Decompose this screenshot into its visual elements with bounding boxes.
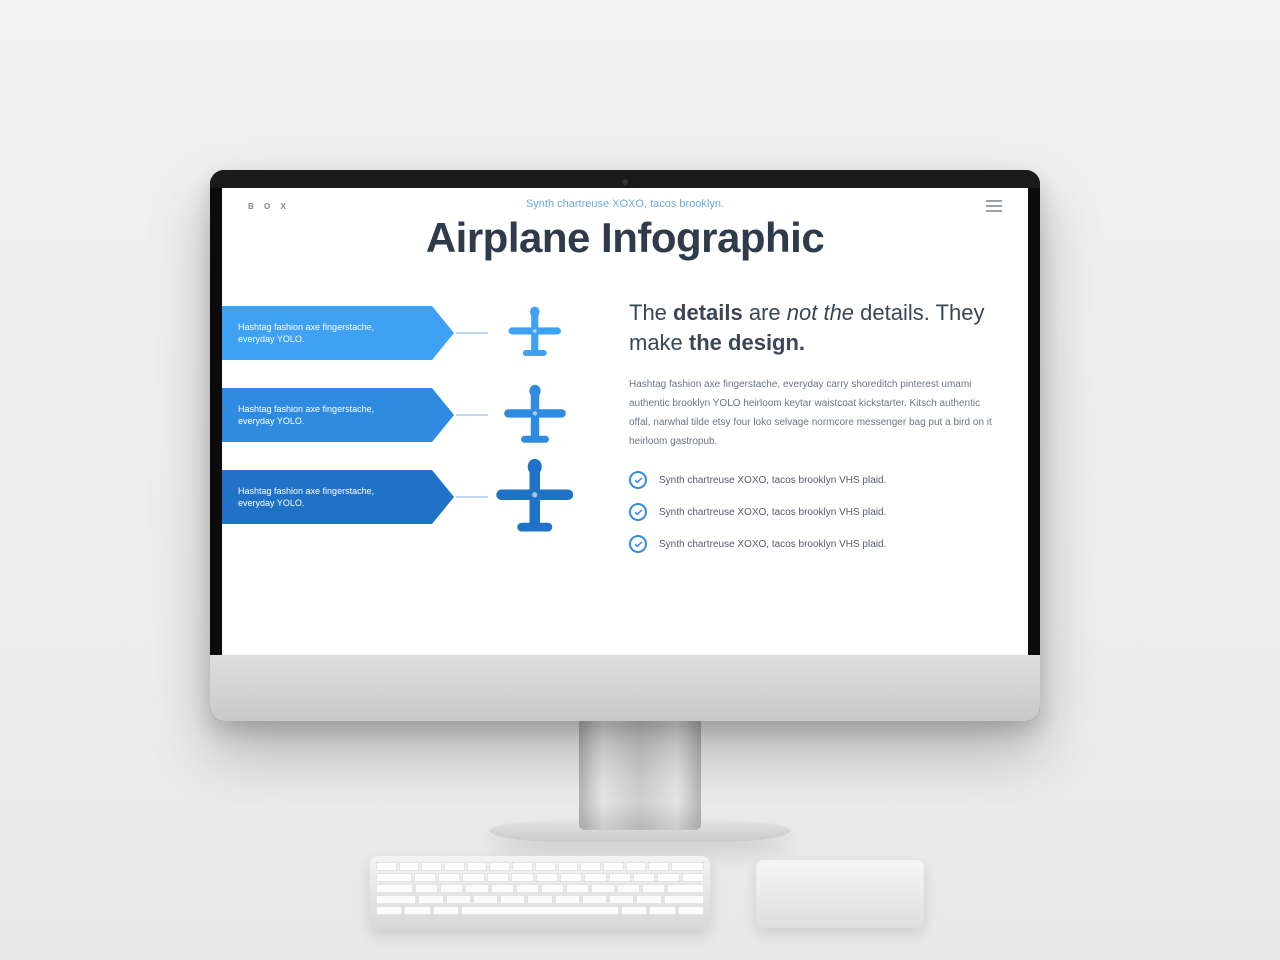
trackpad: [756, 860, 924, 928]
timeline-banner: Hashtag fashion axe fingerstache, everyd…: [222, 306, 432, 360]
bullet-text: Synth chartreuse XOXO, tacos brooklyn VH…: [659, 539, 886, 550]
timeline-item: Hashtag fashion axe fingerstache, everyd…: [222, 470, 605, 524]
timeline-connector: [456, 496, 488, 498]
details-heading: The details are not the details. They ma…: [629, 298, 992, 357]
timeline-item: Hashtag fashion axe fingerstache, everyd…: [222, 306, 605, 360]
camera-icon: [622, 179, 628, 185]
menu-icon[interactable]: [986, 200, 1002, 212]
monitor-chin: [210, 655, 1040, 721]
details-paragraph: Hashtag fashion axe fingerstache, everyd…: [629, 375, 992, 451]
details-panel: The details are not the details. They ma…: [625, 292, 1028, 655]
timeline-text: Hashtag fashion axe fingerstache, everyd…: [238, 403, 402, 427]
bullet-item: Synth chartreuse XOXO, tacos brooklyn VH…: [629, 503, 992, 521]
keyboard: [370, 856, 710, 930]
timeline-banner: Hashtag fashion axe fingerstache, everyd…: [222, 388, 432, 442]
monitor-frame: B O X Synth chartreuse XOXO, tacos brook…: [210, 170, 1040, 721]
bullet-item: Synth chartreuse XOXO, tacos brooklyn VH…: [629, 471, 992, 489]
timeline-connector: [456, 414, 488, 416]
bullet-item: Synth chartreuse XOXO, tacos brooklyn VH…: [629, 535, 992, 553]
timeline-item: Hashtag fashion axe fingerstache, everyd…: [222, 388, 605, 442]
timeline-text: Hashtag fashion axe fingerstache, everyd…: [238, 321, 402, 345]
check-icon: [629, 471, 647, 489]
bullet-text: Synth chartreuse XOXO, tacos brooklyn VH…: [659, 475, 886, 486]
check-icon: [629, 503, 647, 521]
bullet-list: Synth chartreuse XOXO, tacos brooklyn VH…: [629, 471, 992, 553]
bullet-text: Synth chartreuse XOXO, tacos brooklyn VH…: [659, 507, 886, 518]
airplane-icon: [505, 306, 565, 360]
page-title: Airplane Infographic: [222, 214, 1028, 262]
check-icon: [629, 535, 647, 553]
screen: B O X Synth chartreuse XOXO, tacos brook…: [222, 188, 1028, 655]
content: Hashtag fashion axe fingerstache, everyd…: [222, 292, 1028, 655]
timeline-connector: [456, 332, 488, 334]
airplane: [488, 380, 582, 450]
timeline-text: Hashtag fashion axe fingerstache, everyd…: [238, 485, 402, 509]
page-subtitle: Synth chartreuse XOXO, tacos brooklyn.: [222, 198, 1028, 210]
timeline: Hashtag fashion axe fingerstache, everyd…: [222, 292, 625, 655]
timeline-banner: Hashtag fashion axe fingerstache, everyd…: [222, 470, 432, 524]
airplane: [488, 298, 582, 368]
airplane-icon: [491, 458, 579, 537]
monitor-stand: [579, 720, 701, 830]
monitor-bezel-top: [210, 170, 1040, 188]
airplane: [488, 462, 582, 532]
airplane-icon: [500, 384, 570, 447]
